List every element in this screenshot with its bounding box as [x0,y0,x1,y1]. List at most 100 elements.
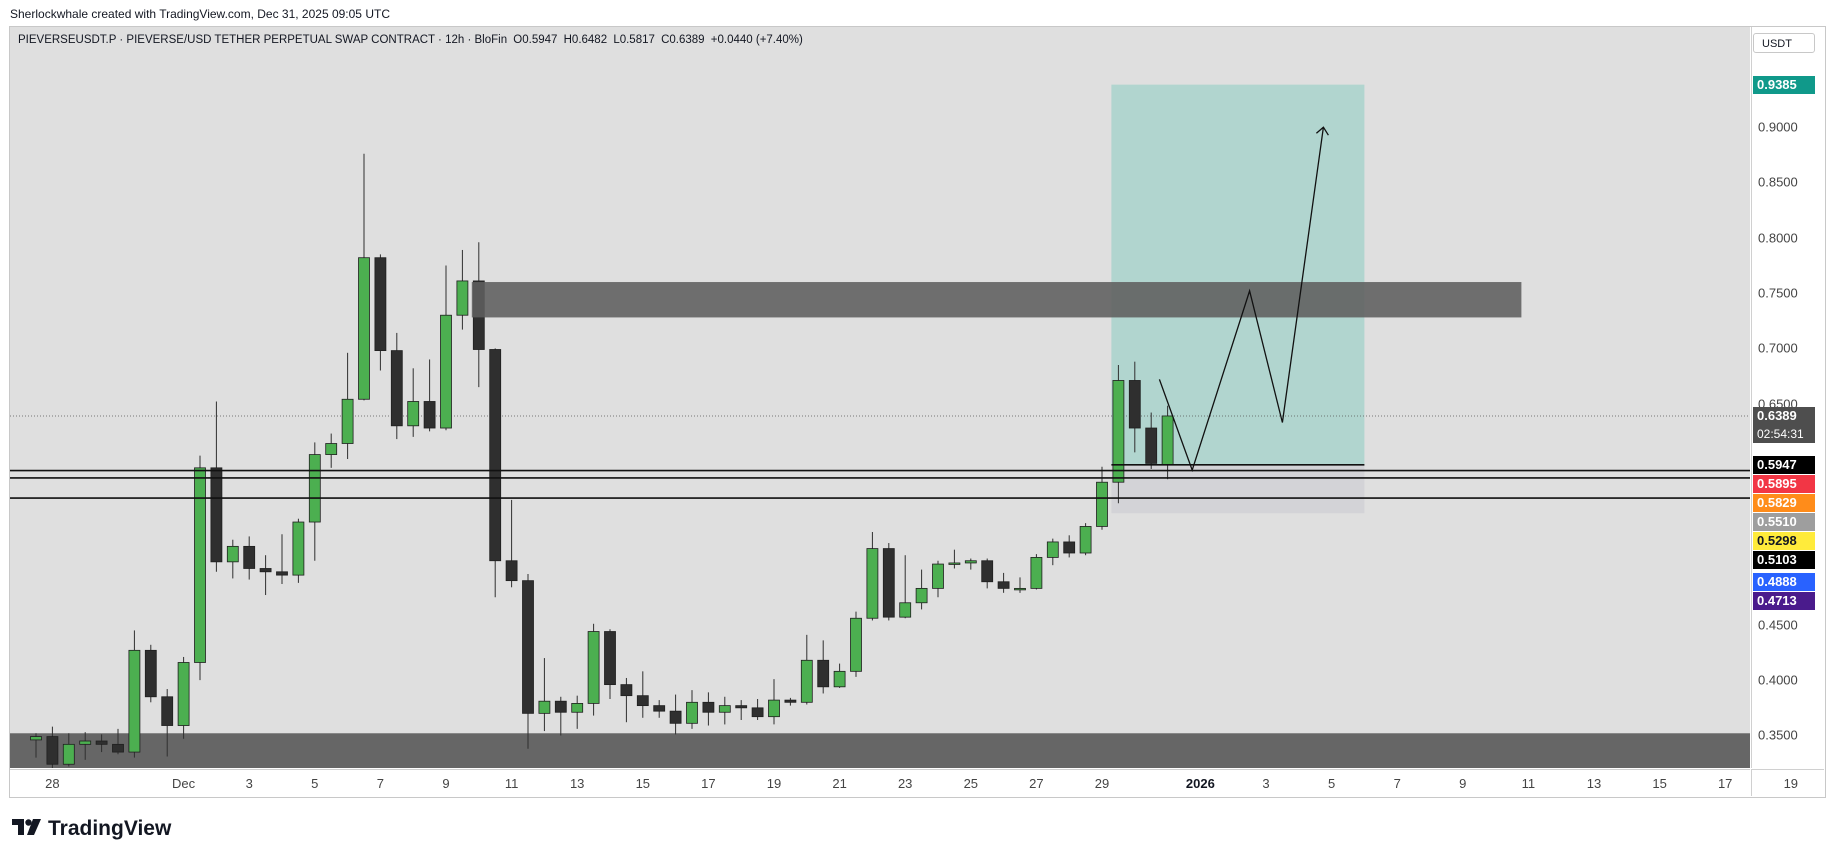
legend-low: L0.5817 [613,34,655,46]
time-tick-label: 17 [1717,776,1733,791]
candlestick-chart[interactable] [10,27,1750,768]
candle-up [358,257,370,400]
candle-down [817,659,830,688]
candle-down [981,560,994,583]
time-tick-label: 15 [1652,776,1667,791]
candle-up [899,602,912,618]
time-tick-label: 2026 [1185,776,1215,791]
axis-corner [1751,769,1824,796]
price-axis[interactable] [1751,27,1824,768]
time-tick-label: 21 [832,776,847,791]
tradingview-logo[interactable]: TradingView [12,817,171,841]
candle-down [423,401,436,429]
price-tick-label: 0.3500 [1758,727,1798,743]
price-tag: 0.9385 [1753,75,1815,94]
time-tick-label: 7 [1393,776,1401,791]
legend-close: C0.6389 [661,34,705,46]
candle-up [571,703,584,713]
price-tag: 0.4713 [1753,592,1815,611]
time-tick-label: 17 [701,776,716,791]
time-tick-label: 7 [376,776,385,791]
chart-caption: Sherlockwhale created with TradingView.c… [10,7,390,21]
candle-up [292,521,305,576]
candle-up [1030,557,1043,589]
tradingview-logo-icon [12,818,42,841]
candle-up [866,548,879,619]
time-tick-label: 5 [1327,776,1336,791]
price-tag: 0.5829 [1753,493,1815,512]
plot-area[interactable] [10,27,1750,768]
candle-down [1128,380,1141,429]
candle-up [1161,415,1174,466]
price-tag: 0.5103 [1753,550,1815,569]
candle-down [735,705,748,709]
candle-down [522,580,534,714]
time-tick-label: 3 [1262,776,1270,791]
candle-up [932,563,944,589]
time-tick-label: 5 [311,776,319,791]
price-tick-label: 0.8500 [1758,174,1798,190]
candle-down [882,548,895,618]
time-tick-label: 23 [897,776,913,791]
symbol-legend: PIEVERSEUSDT.P · PIEVERSE/USD TETHER PER… [18,34,806,46]
stop-zone [1111,464,1365,514]
candle-down [784,699,797,703]
supply-zone [471,282,1522,318]
candle-down [1063,541,1076,554]
candle-down [243,545,256,569]
candle-down [161,696,174,726]
candle-up [341,398,354,444]
price-tag: 0.5510 [1753,512,1815,531]
candle-up [325,443,338,455]
candle-up [440,314,452,429]
time-axis[interactable] [10,769,1750,796]
candle-down [390,350,403,427]
candle-up [407,401,420,427]
candle-up [686,701,698,724]
currency-unit-button[interactable]: USDT [1753,33,1815,53]
candle-up [833,670,846,688]
time-tick-label: 9 [442,776,450,791]
candle-down [259,568,272,573]
bar-countdown: 02:54:31 [1753,424,1815,443]
candle-up [1096,481,1108,527]
time-tick-label: 13 [1586,776,1602,791]
candle-up [308,454,321,523]
time-tick-label: 27 [1029,776,1044,791]
candle-down [554,700,567,713]
candle-down [505,560,518,582]
time-tick-label: 29 [1094,776,1110,791]
candle-down [144,649,157,698]
legend-symbol[interactable]: PIEVERSEUSDT.P · PIEVERSE/USD TETHER PER… [18,34,508,46]
legend-open: O0.5947 [513,34,558,46]
candle-down [653,705,666,712]
time-tick-label: 19 [766,776,782,791]
candle-down [751,707,764,718]
candle-up [128,649,141,753]
candle-up [800,659,813,703]
price-tag: 0.5947 [1753,455,1815,474]
candle-up [1014,587,1026,591]
candle-down [636,695,649,707]
price-tag: 0.6389 [1753,406,1815,425]
price-tick-label: 0.9000 [1758,119,1798,135]
candle-up [1112,380,1125,483]
time-tick-label: Dec [172,776,196,791]
time-tick-label: 3 [245,776,253,791]
candle-down [210,467,223,563]
candle-up [226,545,239,563]
candle-up [1079,526,1092,554]
price-tag: 0.5298 [1753,531,1815,550]
target-zone [1111,84,1365,465]
legend-change: +0.0440 (+7.40%) [710,34,803,46]
candle-up [30,736,42,741]
candle-down [702,701,715,713]
candle-up [915,587,928,604]
demand-zone-bottom [10,733,1750,768]
time-tick-label: 9 [1459,776,1467,791]
price-tick-label: 0.4500 [1758,617,1798,633]
candle-down [1145,427,1158,464]
price-tag: 0.4888 [1753,572,1815,591]
candle-down [95,740,108,745]
candle-up [850,617,862,672]
